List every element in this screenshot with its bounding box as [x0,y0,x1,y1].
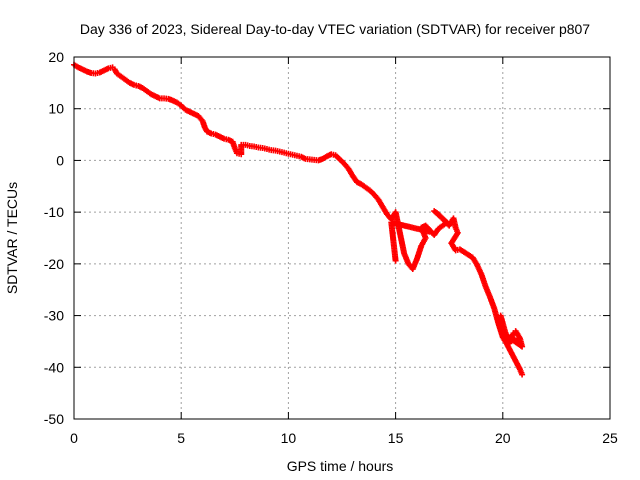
x-tick-labels: 0 5 10 15 20 25 [70,430,618,446]
data-point [514,338,521,345]
grid-lines [74,57,610,419]
x-tick-label: 0 [70,430,78,446]
axis-ticks [73,56,611,420]
x-tick-label: 25 [602,430,618,446]
plot-frame [73,56,611,420]
y-tick-labels: -50 -40 -30 -20 -10 0 10 20 [44,49,64,427]
y-tick-label: -10 [44,204,64,220]
x-axis-label: GPS time / hours [287,458,394,474]
x-tick-label: 20 [495,430,511,446]
data-point [519,371,526,378]
data-point [426,228,433,235]
y-tick-label: -40 [44,359,64,375]
x-tick-label: 15 [388,430,404,446]
chart-title: Day 336 of 2023, Sidereal Day-to-day VTE… [80,21,590,37]
y-axis-label: SDTVAR / TECUs [4,182,20,294]
y-tick-label: 0 [56,152,64,168]
y-tick-label: 10 [48,101,64,117]
y-tick-label: -50 [44,411,64,427]
data-points [71,61,526,378]
x-tick-label: 10 [281,430,297,446]
y-tick-label: -20 [44,256,64,272]
y-tick-label: -30 [44,308,64,324]
y-tick-label: 20 [48,49,64,65]
x-tick-label: 5 [177,430,185,446]
